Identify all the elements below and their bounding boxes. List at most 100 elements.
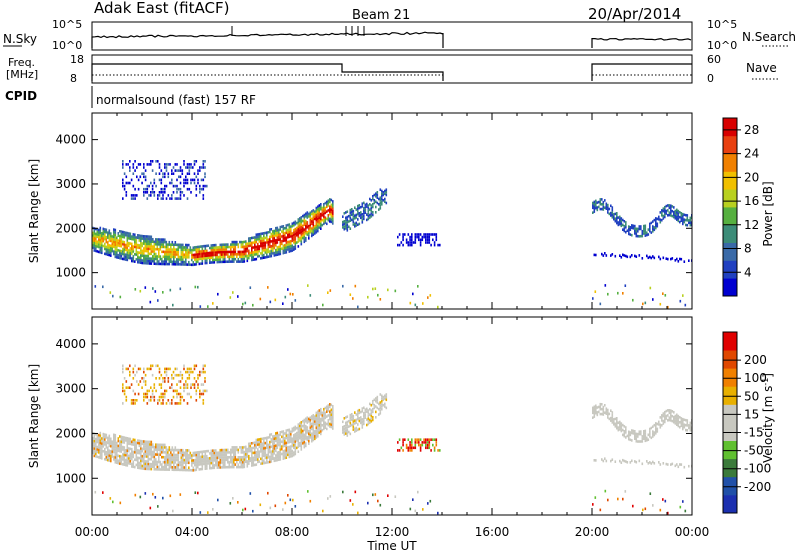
power-echo-cell (273, 229, 276, 233)
power-echo-cell (206, 254, 208, 257)
velocity-echo-cell (122, 386, 124, 389)
velocity-echo-cell (352, 414, 355, 418)
velocity-echo-cell (137, 441, 139, 445)
velocity-echo-cell (269, 458, 271, 461)
power-echo-cell (245, 240, 247, 243)
power-echo-cell (623, 224, 626, 228)
velocity-echo-cell (327, 419, 330, 422)
power-echo-cell (260, 235, 262, 238)
velocity-echo-cell (400, 446, 403, 450)
power-echo-cell (125, 243, 127, 247)
power-echo-cell (234, 240, 237, 244)
velocity-echo-cell (230, 451, 232, 454)
velocity-echo-cell (102, 445, 105, 448)
power-echo-cell (290, 240, 292, 243)
power-echo-cell (287, 233, 289, 237)
power-echo-cell (320, 203, 322, 206)
power-echo-cell (251, 246, 253, 250)
power-echo-cell (260, 239, 262, 243)
power-echo-cell (186, 253, 189, 257)
velocity-echo-cell (186, 459, 189, 462)
velocity-echo-cell (300, 440, 303, 444)
power-echo-cell (667, 305, 669, 309)
power-echo-cell (186, 166, 189, 169)
velocity-echo-cell (213, 454, 216, 457)
velocity-echo-cell (159, 450, 162, 454)
freq-tick-top: 18 (70, 53, 84, 66)
velocity-echo-cell (601, 458, 603, 461)
power-echo-cell (143, 259, 145, 262)
velocity-echo-cell (108, 434, 111, 438)
velocity-echo-cell (202, 392, 205, 396)
power-echo-cell (239, 240, 241, 244)
power-echo-cell (330, 206, 333, 209)
velocity-echo-cell (290, 447, 292, 451)
power-echo-cell (273, 234, 276, 238)
velocity-echo-cell (318, 416, 321, 420)
power-echo-cell (146, 254, 148, 258)
velocity-echo-cell (156, 463, 159, 466)
velocity-echo-cell (352, 503, 354, 506)
power-echo-cell (234, 257, 237, 261)
power-echo-cell (201, 250, 204, 253)
velocity-echo-cell (689, 429, 692, 432)
velocity-echo-cell (267, 448, 270, 452)
power-echo-cell (140, 237, 142, 240)
power-echo-cell (113, 245, 115, 248)
power-echo-cell (159, 257, 162, 261)
power-echo-cell (318, 223, 321, 227)
velocity-echo-cell (92, 444, 94, 447)
velocity-echo-cell (219, 448, 222, 452)
velocity-echo-cell (402, 449, 404, 452)
freq-label-2: [MHz] (6, 68, 38, 81)
power-echo-cell (327, 218, 330, 222)
velocity-echo-cell (162, 402, 164, 405)
velocity-echo-cell (134, 392, 136, 396)
power-echo-cell (284, 246, 286, 250)
velocity-echo-cell (176, 383, 178, 386)
power-echo-cell (216, 248, 219, 252)
power-echo-cell (667, 204, 669, 207)
power-echo-cell (284, 249, 286, 252)
velocity-echo-cell (108, 449, 111, 452)
velocity-echo-cell (309, 418, 312, 422)
velocity-echo-cell (296, 431, 298, 435)
power-echo-cell (260, 244, 262, 248)
power-echo-cell (326, 205, 328, 209)
velocity-echo-cell (680, 417, 683, 420)
velocity-echo-cell (150, 448, 153, 451)
velocity-echo-cell (604, 489, 607, 493)
power-echo-cell (677, 209, 680, 213)
power-echo-cell (153, 240, 156, 244)
power-echo-cell (195, 184, 198, 188)
velocity-echo-cell (617, 497, 619, 501)
velocity-echo-cell (255, 453, 258, 457)
velocity-echo-cell (117, 459, 120, 462)
velocity-echo-cell (108, 444, 111, 448)
velocity-echo-cell (680, 463, 683, 466)
power-echo-cell (637, 227, 639, 231)
power-echo-cell (188, 251, 190, 254)
velocity-echo-cell (123, 451, 126, 454)
velocity-echo-cell (243, 445, 246, 449)
power-echo-cell (305, 212, 307, 216)
velocity-echo-cell (611, 458, 614, 461)
power-echo-cell (233, 257, 235, 261)
power-echo-cell (228, 260, 231, 263)
velocity-echo-cell (664, 410, 666, 414)
velocity-echo-cell (182, 468, 184, 472)
power-echo-cell (373, 193, 376, 197)
velocity-echo-cell (291, 427, 294, 431)
power-echo-cell (242, 240, 244, 244)
velocity-echo-cell (150, 445, 153, 449)
velocity-echo-cell (143, 445, 145, 448)
velocity-echo-cell (225, 448, 228, 452)
velocity-echo-cell (291, 430, 294, 433)
power-echo-cell (682, 217, 684, 221)
nsky-trace (91, 26, 692, 48)
velocity-echo-cell (287, 446, 289, 449)
velocity-echo-cell (101, 447, 103, 450)
velocity-echo-cell (266, 461, 268, 464)
velocity-echo-cell (643, 434, 645, 438)
